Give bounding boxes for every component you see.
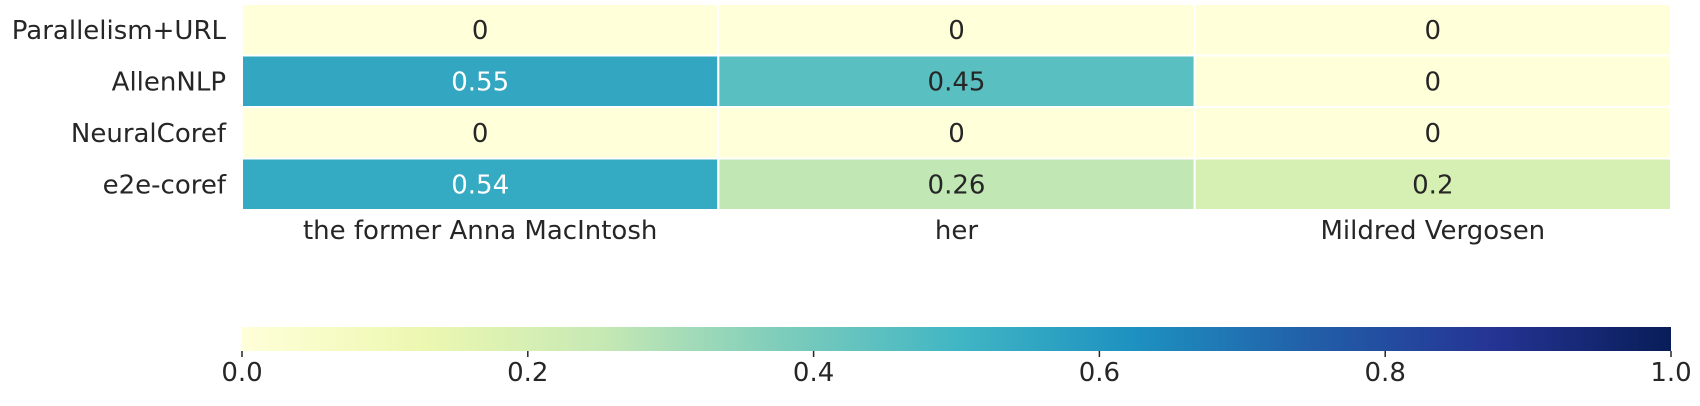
colorbar-gradient-bar: [242, 327, 1671, 351]
colorbar: 0.0 0.2 0.4 0.6 0.8 1.0: [221, 327, 1692, 388]
row-label-3: e2e-coref: [103, 170, 227, 200]
colorbar-tick-label-3: 0.6: [1079, 358, 1120, 388]
heatmap-cell-r0-c0: [241, 3, 720, 57]
column-label-0: the former Anna MacIntosh: [303, 216, 657, 246]
heatmap-cell-r1-c2: [1193, 54, 1672, 108]
cell-value-label-r1-c1: 0.45: [928, 67, 986, 97]
cell-value-label-r1-c2: 0: [1425, 67, 1442, 97]
column-label-1: her: [935, 216, 978, 246]
colorbar-tick-label-4: 0.8: [1365, 358, 1406, 388]
cell-value-label-r3-c0: 0.54: [451, 170, 509, 200]
row-label-2: NeuralCoref: [71, 119, 227, 149]
cell-value-label-r0-c1: 0: [948, 16, 965, 46]
row-label-1: AllenNLP: [112, 67, 226, 97]
colorbar-tick-label-2: 0.4: [793, 358, 834, 388]
cell-value-label-r1-c0: 0.55: [451, 67, 509, 97]
row-tick-labels: Parallelism+URL AllenNLP NeuralCoref e2e-co…: [12, 16, 227, 201]
heatmap-cell-labels: 0 0 0 0.55 0.45 0 0 0 0 0.54 0.26 0.2: [451, 16, 1453, 201]
heatmap-cell-r0-c1: [717, 3, 1196, 57]
heatmap-cell-r2-c1: [717, 106, 1196, 160]
cell-value-label-r2-c2: 0: [1425, 119, 1442, 149]
cell-value-label-r3-c2: 0.2: [1412, 170, 1453, 200]
colorbar-tick-label-5: 1.0: [1650, 358, 1691, 388]
cell-value-label-r3-c1: 0.26: [928, 170, 986, 200]
cell-value-label-r0-c0: 0: [472, 16, 489, 46]
heatmap-cells: [241, 3, 1672, 211]
heatmap-cell-r3-c0: [241, 157, 720, 211]
heatmap-cell-r3-c2: [1193, 157, 1672, 211]
colorbar-tick-label-1: 0.2: [507, 358, 548, 388]
cell-value-label-r0-c2: 0: [1425, 16, 1442, 46]
column-tick-labels: the former Anna MacIntosh her Mildred Verg…: [303, 216, 1545, 246]
cell-value-label-r2-c1: 0: [948, 119, 965, 149]
colorbar-tick-label-0: 0.0: [221, 358, 262, 388]
row-label-0: Parallelism+URL: [12, 16, 227, 46]
heatmap-cell-r0-c2: [1193, 3, 1672, 57]
column-label-2: Mildred Vergosen: [1320, 216, 1545, 246]
cell-value-label-r2-c0: 0: [472, 119, 489, 149]
